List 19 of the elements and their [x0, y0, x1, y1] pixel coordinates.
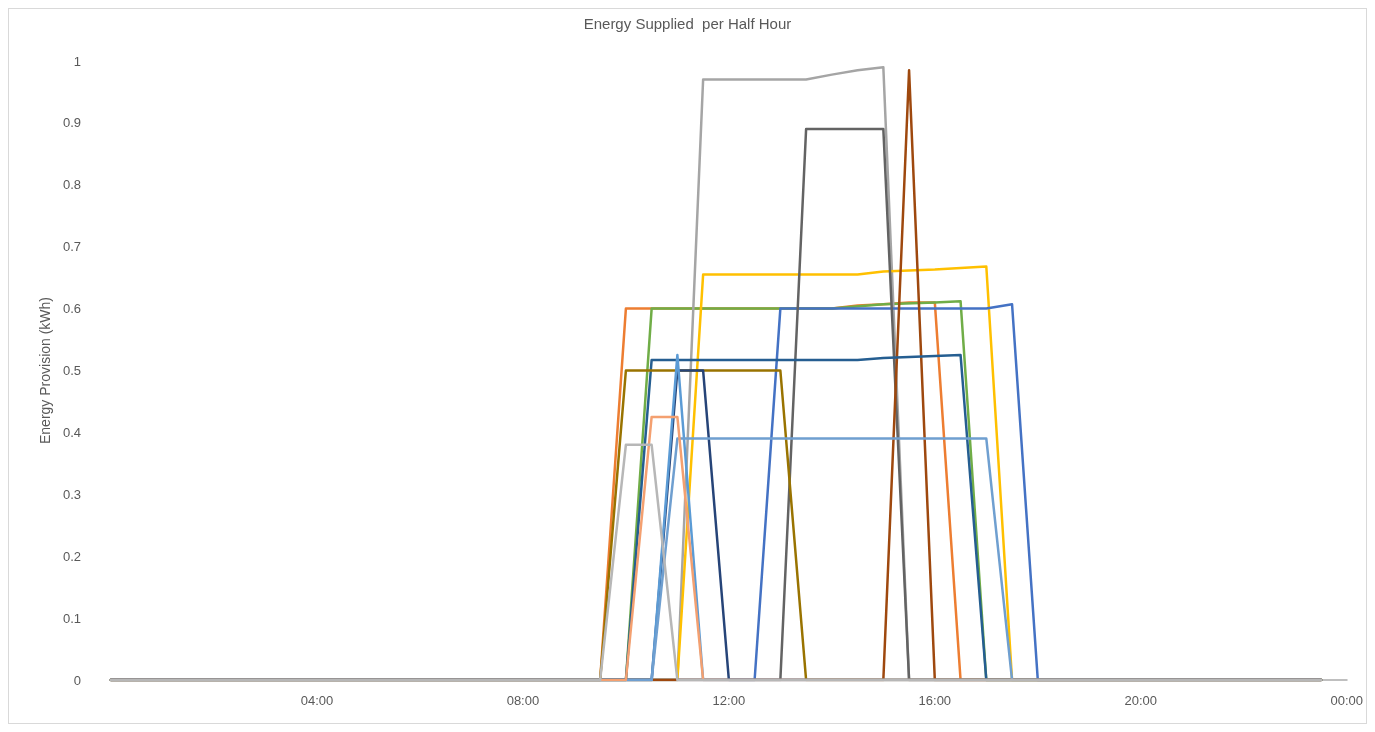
chart-title: Energy Supplied per Half Hour: [583, 15, 792, 32]
y-axis-title: Energy Provision (kWh): [37, 296, 54, 445]
x-tick-label: 12:00: [712, 693, 746, 708]
y-tick-label: 0.1: [62, 610, 81, 626]
y-tick-label: 0.2: [62, 548, 81, 564]
x-tick-label: 16:00: [918, 693, 952, 708]
y-tick-label: 0.8: [62, 177, 81, 193]
y-tick-label: 0: [73, 672, 81, 688]
x-tick-label: 20:00: [1124, 693, 1158, 708]
y-tick-label: 0.6: [62, 301, 81, 317]
y-tick-label: 0.7: [62, 239, 81, 255]
x-tick-label: 04:00: [300, 693, 334, 708]
y-tick-label: 0.5: [62, 363, 81, 378]
x-tick-label: 00:00: [1330, 693, 1364, 708]
y-tick-label: 1: [73, 53, 81, 69]
y-tick-label: 0.3: [62, 486, 81, 502]
y-tick-label: 0.4: [62, 424, 81, 440]
x-tick-label: 08:00: [506, 693, 540, 708]
y-tick-label: 0.9: [62, 115, 81, 131]
